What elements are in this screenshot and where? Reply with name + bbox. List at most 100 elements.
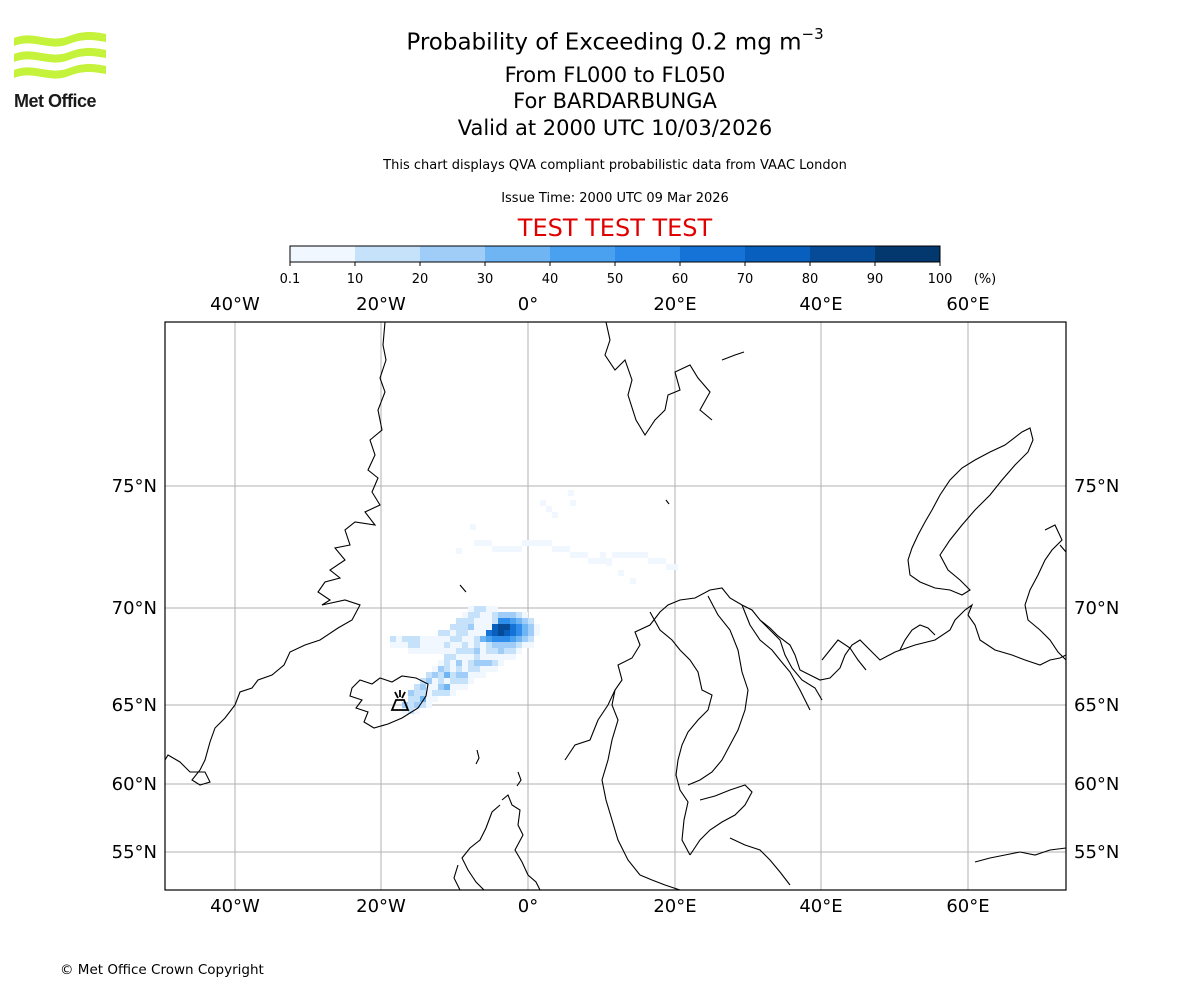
plume-cell [456,672,462,678]
colorbar-cell [355,246,421,262]
plume-cell [486,618,492,624]
plume-cell [474,660,480,666]
plume-cell [396,642,402,648]
plume-cell [408,696,414,702]
plume-cell [498,630,504,636]
plume-cell [438,660,444,666]
plume-cell [414,636,420,642]
plume-cell [492,636,498,642]
plume-cell [528,636,534,642]
plume-cell [528,540,534,546]
plume-cell [486,540,492,546]
plume-cell [492,624,498,630]
plume-cell [462,678,468,684]
plume-cell [570,552,576,558]
plume-cell [528,642,534,648]
issue-time: Issue Time: 2000 UTC 09 Mar 2026 [501,191,729,206]
plume-cell [456,648,462,654]
plume-cell [522,624,528,630]
gridlines [165,322,1066,890]
colorbar-cell [485,246,551,262]
plume-cell [390,642,396,648]
plume-cell [552,546,558,552]
plume-cell [492,630,498,636]
plume-cell [474,630,480,636]
plume-cell [408,702,414,708]
plume-cell [480,606,486,612]
plume-cell [408,636,414,642]
plume-cell [510,618,516,624]
plume-cell [468,648,474,654]
plume-cell [492,654,498,660]
plume-cell [546,506,552,512]
plume-cell [462,636,468,642]
kola-white-sea [759,619,936,701]
plume-cell [558,546,564,552]
plume-cell [432,678,438,684]
plume-cell [468,642,474,648]
plume-cell [492,546,498,552]
plume-cell [492,648,498,654]
plume-cell [480,666,486,672]
plume-cell [480,618,486,624]
plume-cell [402,642,408,648]
plume-cell [480,648,486,654]
plume-cell [474,606,480,612]
plume-cell [456,636,462,642]
plume-cell [426,696,432,702]
lon-label: 60°E [946,896,989,917]
plume-cell [456,624,462,630]
plume-cell [450,690,456,696]
plume-cell [444,666,450,672]
plume-cell [402,702,408,708]
plume-cell [480,672,486,678]
plume-cell [456,630,462,636]
plume-cell [402,636,408,642]
plume-cell [534,630,540,636]
plume-cell [438,648,444,654]
plume-cell [522,630,528,636]
plume-cell [432,666,438,672]
plume-cell [498,642,504,648]
lat-label: 70°N [1074,598,1119,619]
lat-label: 60°N [1074,774,1119,795]
plume-cell [444,642,450,648]
plume-cell [606,560,612,566]
colorbar-tick-label: 50 [607,272,624,287]
lon-label: 40°W [210,896,260,917]
plume-cell [474,624,480,630]
plume-cell [462,618,468,624]
plume-cell [450,684,456,690]
plume-cell [600,552,606,558]
iceland-coast [349,675,429,729]
plume-cell [540,540,546,546]
plume-cell [480,642,486,648]
plume-cell [468,636,474,642]
plume-cell [462,648,468,654]
plume-cell [468,672,474,678]
plume-cell [432,636,438,642]
colorbar-tick-label: 60 [672,272,689,287]
colorbar-unit: (%) [974,272,997,287]
plume-cell [498,624,504,630]
plume-cell [486,612,492,618]
plume-cell [498,636,504,642]
plume-cell [408,690,414,696]
plume-cell [420,696,426,702]
subtitle-valid: Valid at 2000 UTC 10/03/2026 [457,116,773,140]
plume-cell [450,642,456,648]
plume-cell [450,624,456,630]
plume-cell [516,624,522,630]
lon-label: 0° [518,896,538,917]
map-frame [164,321,1067,891]
colorbar-cell [680,246,746,262]
plume-cell [510,636,516,642]
plume-cell [504,546,510,552]
subtitle-levels: From FL000 to FL050 [504,63,726,87]
subtitle-volcano: For BARDARBUNGA [513,89,717,113]
plume-cell [474,540,480,546]
plume-cell [528,624,534,630]
plume-cell [504,624,510,630]
data-source-note: This chart displays QVA compliant probab… [383,158,847,173]
plume-cell [582,552,588,558]
